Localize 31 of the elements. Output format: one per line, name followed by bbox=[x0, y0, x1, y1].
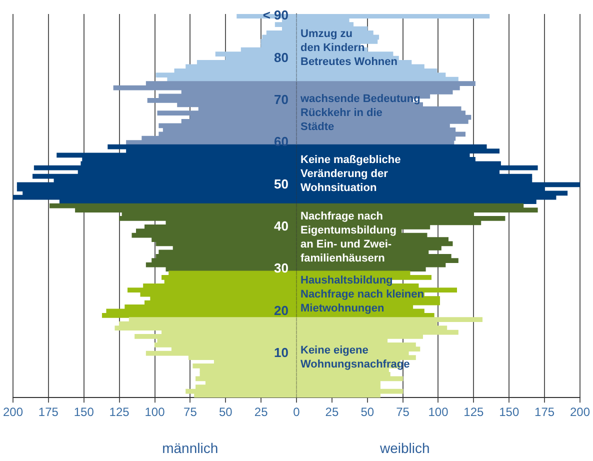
x-tick-label: 150 bbox=[74, 405, 94, 420]
y-tick-label: 20 bbox=[274, 302, 288, 318]
annotation: wachsende Bedeutung Rückkehr in die Städte bbox=[300, 93, 420, 134]
x-tick-label: 100 bbox=[144, 405, 166, 420]
x-tick-label: 125 bbox=[464, 405, 484, 420]
x-tick-label: 200 bbox=[570, 405, 590, 420]
x-tick-label: 125 bbox=[109, 405, 130, 420]
x-tick-label: 175 bbox=[38, 405, 59, 420]
x-tick-label: 175 bbox=[534, 405, 555, 420]
annotation: Nachfrage nach Eigentumsbildung an Ein- und Zwei- familienhäusern bbox=[300, 210, 396, 264]
x-tick-label: 25 bbox=[254, 405, 268, 420]
annotation: Keine maßgebliche Veränderung der Wohnsituation bbox=[300, 154, 401, 194]
x-tick-label: 200 bbox=[2, 405, 24, 420]
x-tick-label: 75 bbox=[396, 405, 410, 420]
x-tick-label: 25 bbox=[325, 405, 339, 420]
y-tick-label: 50 bbox=[274, 176, 288, 192]
y-tick-label: 70 bbox=[274, 92, 288, 107]
y-tick-label: 10 bbox=[274, 344, 288, 360]
x-tick-label: 0 bbox=[293, 405, 300, 420]
x-tick-label: 50 bbox=[218, 405, 233, 420]
x-tick-label: 100 bbox=[428, 405, 449, 420]
x-tick-label: 150 bbox=[499, 405, 520, 420]
x-tick-label: 50 bbox=[360, 405, 374, 420]
text: weiblich bbox=[378, 440, 430, 456]
x-tick-label: 75 bbox=[184, 405, 198, 420]
annotation: Haushaltsbildung Nachfrage nach kleinen Mietwohnungen bbox=[300, 274, 424, 314]
y-tick-label: 80 bbox=[274, 50, 288, 65]
annotation: Umzug zu den Kindern Betreutes Wohnen bbox=[300, 28, 398, 68]
y-tick-label: 40 bbox=[274, 218, 288, 234]
y-tick-label: 30 bbox=[274, 260, 288, 276]
text: männlich bbox=[162, 440, 218, 456]
